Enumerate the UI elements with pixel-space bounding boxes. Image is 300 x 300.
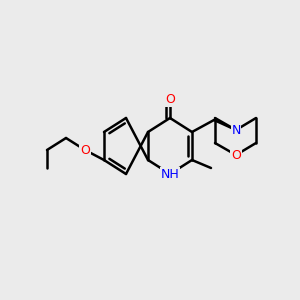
Text: O: O	[80, 143, 90, 157]
Text: N: N	[231, 124, 241, 136]
Text: NH: NH	[160, 167, 179, 181]
Text: O: O	[231, 148, 241, 161]
Text: O: O	[165, 94, 175, 106]
